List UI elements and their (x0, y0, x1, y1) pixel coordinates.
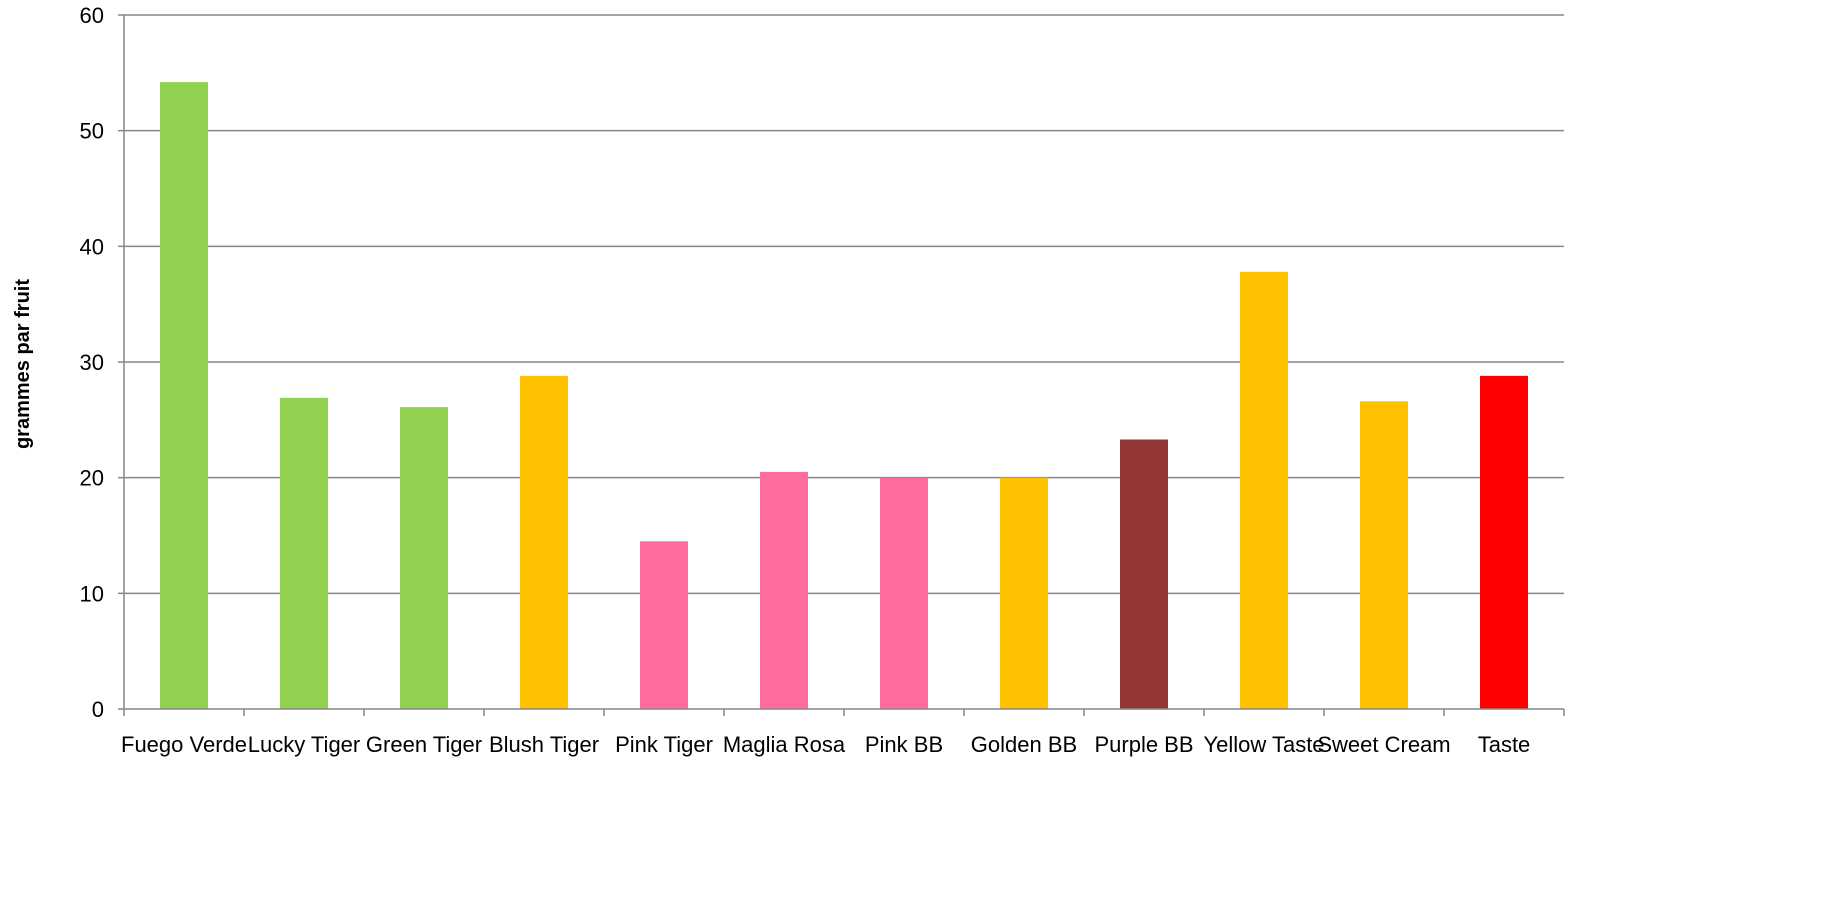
x-category-label: Purple BB (1094, 732, 1193, 757)
bar-golden-bb (1000, 477, 1048, 709)
x-category-label: Green Tiger (366, 732, 482, 757)
x-category-label: Lucky Tiger (248, 732, 361, 757)
x-category-label: Pink Tiger (615, 732, 713, 757)
x-category-label: Yellow Taste (1203, 732, 1324, 757)
bars (160, 82, 1528, 709)
bar-pink-bb (880, 477, 928, 709)
bar-sweet-cream (1360, 401, 1408, 709)
y-tick-label: 30 (80, 350, 104, 375)
bar-yellow-taste (1240, 271, 1288, 709)
bar-lucky-tiger (280, 397, 328, 709)
x-category-label: Taste (1478, 732, 1531, 757)
x-category-label: Pink BB (865, 732, 943, 757)
x-category-label: Blush Tiger (489, 732, 599, 757)
y-tick-label: 40 (80, 234, 104, 259)
bar-maglia-rosa (760, 471, 808, 709)
bar-fuego-verde (160, 82, 208, 709)
bar-blush-tiger (520, 375, 568, 709)
bar-taste (1480, 375, 1528, 709)
x-category-label: Golden BB (971, 732, 1077, 757)
gridlines (124, 14, 1564, 595)
axes (118, 14, 1565, 716)
bar-purple-bb (1120, 439, 1168, 709)
bar-pink-tiger (640, 541, 688, 709)
x-category-label: Fuego Verde (121, 732, 247, 757)
x-category-label: Maglia Rosa (723, 732, 846, 757)
y-axis-title: grammes par fruit (12, 279, 34, 449)
bar-green-tiger (400, 407, 448, 709)
y-tick-label: 0 (92, 697, 104, 722)
y-tick-label: 20 (80, 466, 104, 491)
labels: 0 10 20 30 40 50 60 Fuego Verde Lucky Tiger Green… (80, 3, 1531, 757)
y-tick-label: 10 (80, 581, 104, 606)
x-category-label: Sweet Cream (1317, 732, 1450, 757)
y-tick-label: 60 (80, 3, 104, 28)
y-tick-label: 50 (80, 119, 104, 144)
